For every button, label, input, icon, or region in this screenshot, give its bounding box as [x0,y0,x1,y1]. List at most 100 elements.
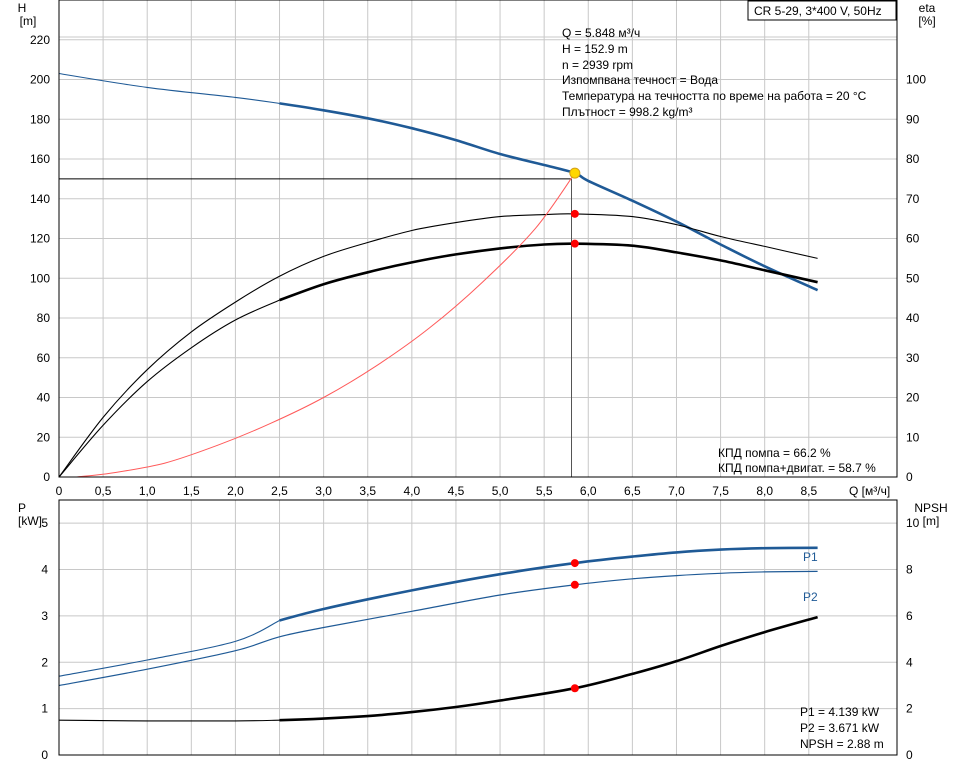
x-tick-label: 2,0 [227,484,244,498]
top-tick-labels: 0 20 40 60 80 100 120 140 160 180 200 220 0 10 20 30 40 5… [30,33,926,498]
y-tick-label-right: 0 [906,748,913,762]
result-line: NPSH = 2.88 m [800,737,884,751]
x-tick-label: 6,5 [624,484,641,498]
series-label-p2: P2 [803,590,818,604]
operating-point-marker [570,684,579,693]
operating-point-markers [569,167,581,693]
bottom-curve [279,615,818,722]
x-tick-label: 8,5 [800,484,817,498]
top-curve-low-flow [58,299,280,478]
x-tick-label: 4,5 [448,484,465,498]
eff-line: КПД помпа = 66.2 % [718,446,831,460]
x-tick-label: 5,5 [536,484,553,498]
operating-point-marker [570,239,579,248]
top-grid [58,0,897,478]
y-tick-label-right: 8 [906,563,913,577]
bottom-curve-low-flow [58,719,280,722]
x-tick-label: 3,0 [315,484,332,498]
x-tick-label: 4,0 [403,484,420,498]
duty-info: Q = 5.848 м³/ч H = 152.9 m n = 2939 rpm … [562,26,867,119]
y-tick-label-left: 0 [43,470,50,484]
y-tick-label-left: 120 [30,232,50,246]
x-tick-label: 5,0 [492,484,509,498]
y-tick-label-right: 60 [906,232,920,246]
bottom-tick-labels: 0 1 2 3 4 5 0 2 4 6 8 10 [41,516,919,762]
x-tick-label: 7,0 [668,484,685,498]
x-tick-label: 0 [56,484,63,498]
x-axis-title: Q [м³/ч] [849,484,890,498]
top-right-axis-unit: [%] [918,14,935,28]
y-tick-label-left: 1 [41,702,48,716]
eff-line: КПД помпа+двигат. = 58.7 % [718,461,876,475]
y-tick-label-right: 10 [906,430,920,444]
duty-point-marker [569,167,581,179]
bottom-left-axis-title: P [18,501,26,515]
top-curves [58,72,819,478]
x-tick-label: 0,5 [95,484,112,498]
info-line: Изпомпвана течност = Вода [562,73,718,87]
top-curve [58,213,818,478]
bottom-plot-frame [58,499,898,756]
top-curve [279,102,819,292]
y-tick-label-left: 0 [41,748,48,762]
y-tick-label-right: 100 [906,73,926,87]
x-tick-label: 6,0 [580,484,597,498]
y-tick-label-left: 180 [30,112,50,126]
bottom-curves [58,546,818,722]
y-tick-label-left: 220 [30,33,50,47]
x-tick-label: 1,5 [183,484,200,498]
info-line: n = 2939 rpm [562,58,633,72]
y-tick-label-left: 40 [37,391,51,405]
result-line: P2 = 3.671 kW [800,721,880,735]
product-label-box [747,0,897,21]
x-tick-label: 7,5 [712,484,729,498]
y-tick-label-right: 0 [906,470,913,484]
top-left-axis-title: H [18,1,27,15]
y-tick-label-right: 70 [906,192,920,206]
bottom-grid [58,500,897,756]
y-tick-label-left: 140 [30,192,50,206]
y-tick-label-right: 40 [906,311,920,325]
x-tick-label: 3,5 [359,484,376,498]
x-tick-label: 2,5 [271,484,288,498]
info-line: H = 152.9 m [562,42,628,56]
y-tick-label-left: 20 [37,430,51,444]
top-plot-frame [58,0,898,478]
operating-point-marker [570,559,579,568]
operating-point-marker [570,209,579,218]
y-tick-label-right: 50 [906,271,920,285]
bottom-right-axis-title: NPSH [914,501,947,515]
y-tick-label-right: 80 [906,152,920,166]
top-left-axis-unit: [m] [20,14,37,28]
y-tick-label-right: 4 [906,655,913,669]
bottom-curve-low-flow [58,620,280,677]
y-tick-label-right: 30 [906,351,920,365]
y-tick-label-right: 6 [906,609,913,623]
bottom-curve [58,570,818,687]
bottom-right-axis-unit: [m] [923,514,940,528]
y-tick-label-right: 20 [906,391,920,405]
efficiency-info: КПД помпа = 66.2 % КПД помпа+двигат. = 5… [718,446,876,475]
x-tick-label: 8,0 [756,484,773,498]
bottom-curve [279,546,818,622]
top-curve-low-flow [58,72,280,104]
y-tick-label-right: 90 [906,112,920,126]
product-label: CR 5-29, 3*400 V, 50Hz [754,4,882,18]
bottom-left-axis-unit: [kW] [18,514,42,528]
info-line: Плътност = 998.2 kg/m³ [562,105,692,119]
y-tick-label-left: 60 [37,351,51,365]
operating-point-marker [570,580,579,589]
top-right-axis-title: eta [919,1,936,15]
top-curve [76,172,576,478]
info-line: Q = 5.848 м³/ч [562,26,640,40]
top-curve [279,242,818,302]
power-results: P1 = 4.139 kW P2 = 3.671 kW NPSH = 2.88 … [800,705,884,751]
y-tick-label-left: 200 [30,73,50,87]
y-tick-label-left: 5 [41,516,48,530]
y-tick-label-right: 2 [906,702,913,716]
y-tick-label-left: 80 [37,311,51,325]
y-tick-label-left: 160 [30,152,50,166]
y-tick-label-left: 4 [41,563,48,577]
y-tick-label-right: 10 [906,516,920,530]
